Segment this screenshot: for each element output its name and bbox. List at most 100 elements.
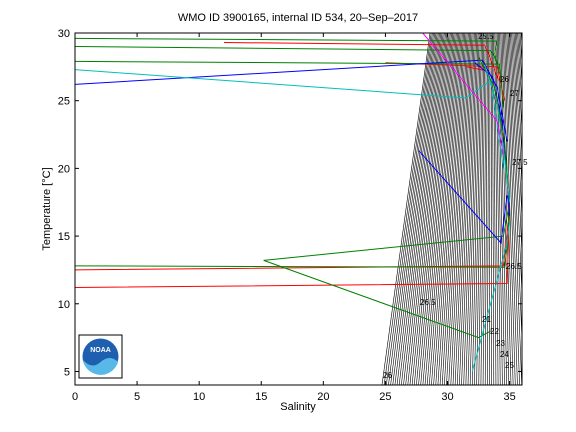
profile-line-14	[418, 150, 508, 244]
profile-line-10	[75, 195, 511, 268]
logo-text: NOAA	[90, 347, 111, 354]
x-axis: 0 5 10 15 20 25 30 35	[72, 33, 516, 403]
density-isoline	[499, 33, 507, 385]
density-isoline	[498, 33, 505, 385]
density-isoline	[511, 33, 522, 260]
density-isoline	[383, 33, 432, 385]
density-isoline	[463, 33, 476, 385]
density-isoline	[398, 33, 440, 385]
density-label: 26	[383, 371, 392, 380]
density-label: 21	[482, 315, 491, 324]
density-isoline	[530, 33, 561, 385]
profile-line-19	[484, 65, 511, 203]
density-isoline	[519, 33, 522, 68]
y-tick-label: 5	[64, 366, 70, 378]
density-isoline	[484, 33, 488, 385]
density-isoline	[405, 33, 444, 385]
density-isoline	[495, 33, 501, 385]
density-isoline	[431, 33, 458, 385]
profile-line-12	[263, 259, 492, 339]
density-label: 26.5	[506, 262, 522, 271]
density-isoline	[504, 33, 516, 385]
x-tick-label: 20	[317, 391, 329, 403]
profile-line-8	[75, 222, 509, 271]
profile-line-2	[75, 46, 498, 64]
density-isoline	[454, 33, 472, 385]
density-label: 27	[510, 89, 519, 98]
density-isoline	[527, 33, 556, 385]
density-isoline	[542, 33, 576, 385]
density-isoline	[514, 33, 522, 162]
density-isoline	[422, 33, 454, 385]
density-isoline	[396, 33, 439, 385]
y-tick-label: 30	[58, 28, 70, 40]
y-tick-label: 25	[58, 96, 70, 108]
density-isoline	[381, 33, 431, 385]
density-isoline	[524, 33, 550, 385]
density-label: 25.5	[478, 32, 494, 41]
y-tick-label: 15	[58, 231, 70, 243]
density-isoline	[501, 33, 512, 385]
profile-series	[75, 33, 511, 372]
density-isoline	[469, 33, 480, 385]
profile-line-15	[422, 33, 504, 155]
density-label: 25	[505, 361, 514, 370]
density-isoline	[522, 33, 547, 385]
density-label: 24	[500, 350, 509, 359]
x-tick-label: 10	[193, 391, 205, 403]
density-isoline	[538, 33, 576, 385]
density-isoline	[467, 33, 479, 385]
profile-line-11	[263, 202, 511, 261]
density-isoline	[536, 33, 572, 385]
density-isoline	[516, 33, 522, 135]
density-isoline	[520, 33, 522, 50]
x-tick-label: 25	[379, 391, 391, 403]
density-isolines	[381, 33, 576, 385]
density-label: 26	[500, 75, 509, 84]
density-isoline	[386, 33, 433, 385]
density-label: 26.5	[420, 298, 436, 307]
logo-wave	[83, 358, 118, 375]
density-isoline	[540, 33, 576, 385]
density-isoline	[394, 33, 438, 385]
density-isoline	[401, 33, 442, 385]
y-axis-label: Temperature [°C]	[41, 167, 53, 250]
density-isoline	[392, 33, 437, 385]
y-tick-label: 10	[58, 299, 70, 311]
density-isoline	[409, 33, 446, 385]
density-isoline	[507, 33, 522, 385]
density-isoline	[446, 33, 467, 385]
density-label: 23	[496, 339, 505, 348]
density-isoline	[456, 33, 473, 385]
x-tick-label: 30	[441, 391, 453, 403]
density-isoline	[418, 33, 451, 385]
density-isoline	[537, 33, 574, 385]
density-isoline	[505, 33, 518, 385]
density-isoline	[543, 33, 576, 385]
density-isoline	[534, 33, 569, 385]
density-isoline	[489, 33, 491, 385]
density-isoline	[472, 33, 481, 385]
density-isoline	[416, 33, 450, 385]
density-isoline	[459, 33, 474, 385]
density-isoline	[433, 33, 460, 385]
density-isoline	[513, 33, 522, 191]
density-isoline	[526, 33, 554, 385]
density-isoline	[390, 33, 436, 385]
density-isoline	[478, 33, 485, 385]
density-isoline	[403, 33, 443, 385]
density-isoline	[480, 33, 486, 385]
density-isoline	[413, 33, 449, 385]
noaa-logo: NOAA	[78, 334, 123, 379]
profile-line-13	[471, 222, 511, 372]
density-isoline	[531, 33, 563, 385]
density-isoline	[388, 33, 434, 385]
density-isoline	[437, 33, 462, 385]
density-isoline	[487, 33, 490, 385]
density-isoline	[474, 33, 482, 385]
density-isoline	[476, 33, 484, 385]
profile-line-7	[75, 69, 504, 169]
density-isoline	[539, 33, 576, 385]
density-isoline	[482, 33, 487, 385]
